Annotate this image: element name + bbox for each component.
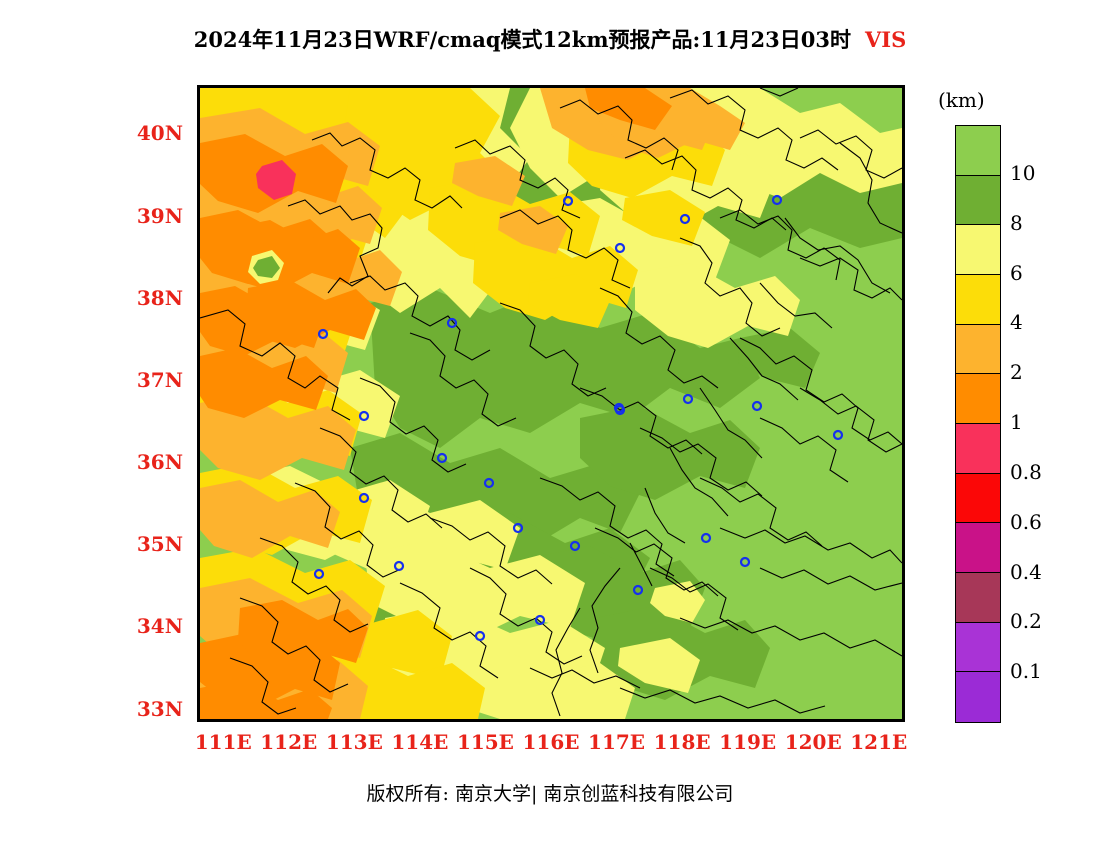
colorbar-band-6 [956,423,1000,474]
colorbar-band-1 [956,175,1000,226]
colorbar-band-9 [956,572,1000,623]
lon-tick-121E: 121E [850,730,908,754]
colorbar-tick-0.4: 0.4 [1010,559,1042,584]
title-text: 2024年11月23日WRF/cmaq模式12km预报产品:11月23日03时 [193,27,851,52]
lon-tick-115E: 115E [456,730,514,754]
lon-tick-112E: 112E [260,730,318,754]
contour-band-0.8-1 [256,160,296,200]
lat-tick-33N: 33N [136,696,183,721]
lat-tick-40N: 40N [136,121,183,146]
lat-tick-36N: 36N [136,450,183,475]
colorbar-band-11 [956,672,1000,722]
colorbar [955,125,1001,723]
lat-tick-37N: 37N [136,367,183,392]
lat-tick-34N: 34N [136,614,183,639]
lon-tick-118E: 118E [653,730,711,754]
colorbar-tick-1: 1 [1010,410,1023,434]
colorbar-band-3 [956,274,1000,325]
colorbar-tick-0.8: 0.8 [1010,459,1042,484]
lon-tick-117E: 117E [588,730,646,754]
lat-tick-39N: 39N [136,203,183,228]
lat-tick-38N: 38N [136,285,183,310]
colorbar-band-0 [956,126,1000,176]
lat-tick-35N: 35N [136,532,183,557]
colorbar-tick-0.6: 0.6 [1010,509,1042,534]
page-title: 2024年11月23日WRF/cmaq模式12km预报产品:11月23日03时 V… [0,24,1100,54]
colorbar-band-2 [956,225,1000,275]
map-plot-area [197,85,905,722]
colorbar-unit-label: (km) [938,88,985,112]
lon-tick-114E: 114E [391,730,449,754]
contour-pocket-high-vis [248,250,284,284]
lon-tick-116E: 116E [522,730,580,754]
colorbar-tick-0.2: 0.2 [1010,609,1042,634]
administrative-boundaries [200,88,902,717]
lon-tick-113E: 113E [325,730,383,754]
colorbar-tick-2: 2 [1010,360,1023,385]
copyright-footer: 版权所有: 南京大学| 南京创蓝科技有限公司 [366,783,734,805]
colorbar-tick-4: 4 [1010,310,1023,335]
colorbar-tick-10: 10 [1010,160,1036,185]
lon-tick-119E: 119E [719,730,777,754]
colorbar-band-5 [956,374,1000,424]
contour-field-svg [200,88,902,719]
colorbar-band-4 [956,324,1000,375]
colorbar-tick-6: 6 [1010,260,1023,285]
colorbar-band-10 [956,622,1000,673]
colorbar-band-8 [956,523,1000,573]
colorbar-tick-8: 8 [1010,210,1023,235]
city-markers [313,194,844,642]
lon-tick-111E: 111E [194,730,252,754]
title-variable: VIS [864,27,907,52]
colorbar-band-7 [956,473,1000,524]
colorbar-tick-0.1: 0.1 [1010,659,1042,684]
lon-tick-120E: 120E [784,730,842,754]
